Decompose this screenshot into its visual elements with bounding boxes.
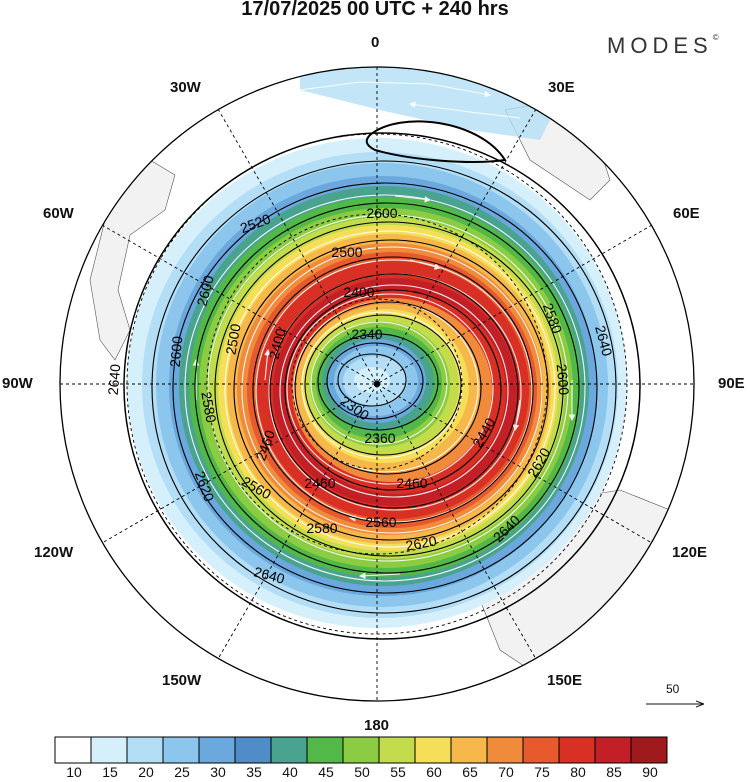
lon-label-120e: 120E — [672, 544, 708, 561]
map-boundary — [59, 66, 695, 702]
colorbar-swatch — [558, 736, 596, 764]
lon-label-30e: 30E — [548, 79, 575, 96]
contour-label: 2620 — [404, 532, 438, 553]
colorbar-tick-label: 50 — [354, 764, 370, 780]
colorbar — [54, 736, 668, 764]
contour-label: 2600 — [193, 273, 217, 307]
brand-name: MODES — [607, 33, 713, 58]
colorbar-swatch — [234, 736, 272, 764]
colorbar-swatch — [198, 736, 236, 764]
colorbar-tick-label: 60 — [426, 764, 442, 780]
colorbar-swatch — [342, 736, 380, 764]
colorbar-swatch — [378, 736, 416, 764]
lon-label-60e: 60E — [673, 205, 700, 222]
wind-streamlines — [184, 81, 586, 582]
contour-label: 2580 — [306, 520, 337, 536]
colorbar-tick-label: 10 — [66, 764, 82, 780]
contour-label: 2640 — [592, 324, 616, 358]
lon-label-90e: 90E — [718, 375, 745, 392]
colorbar-tick-label: 90 — [642, 764, 658, 780]
graticule — [60, 67, 694, 701]
lon-label-150w: 150W — [162, 672, 202, 689]
colorbar-swatch — [594, 736, 632, 764]
lon-label-60w: 60W — [43, 205, 74, 222]
lon-label-150e: 150E — [547, 672, 583, 689]
contour-label: 2400 — [265, 326, 289, 360]
contour-label: 2560 — [365, 514, 396, 530]
lon-label-0: 0 — [371, 34, 380, 51]
forecast-title: 17/07/2025 00 UTC + 240 hrs — [241, 0, 509, 20]
colorbar-tick-label: 70 — [498, 764, 514, 780]
contour-label: 2600 — [366, 205, 397, 221]
colorbar-swatch — [162, 736, 200, 764]
copyright-mark: © — [712, 33, 719, 42]
colorbar-swatch — [414, 736, 452, 764]
colorbar-tick-label: 35 — [246, 764, 262, 780]
colorbar-tick-label: 25 — [174, 764, 190, 780]
colorbar-tick-label: 30 — [210, 764, 226, 780]
lon-label-90w: 90W — [2, 375, 33, 392]
colorbar-tick-label: 65 — [462, 764, 478, 780]
contour-label: 2360 — [364, 430, 395, 446]
lon-label-120w: 120W — [34, 544, 74, 561]
contour-label: 2580 — [198, 390, 219, 424]
contour-label: 2640 — [105, 363, 124, 396]
colorbar-swatch — [522, 736, 560, 764]
lon-label-180: 180 — [364, 717, 390, 734]
colorbar-swatch — [450, 736, 488, 764]
contour-label: 2500 — [222, 322, 243, 356]
vector-reference-label: 50 — [666, 682, 680, 696]
colorbar-swatch — [90, 736, 128, 764]
colorbar-tick-label: 85 — [606, 764, 622, 780]
colorbar-swatch — [630, 736, 668, 764]
colorbar-swatch — [126, 736, 164, 764]
colorbar-swatch — [486, 736, 524, 764]
colorbar-tick-label: 40 — [282, 764, 298, 780]
colorbar-swatch — [54, 736, 92, 764]
colorbar-tick-label: 15 — [102, 764, 118, 780]
contour-label: 2600 — [167, 335, 186, 368]
contour-label: 2600 — [554, 363, 573, 396]
geopotential-contours — [123, 120, 641, 640]
modes-logo: MODES© — [607, 33, 719, 59]
contour-label: 2500 — [331, 244, 362, 260]
colorbar-tick-label: 45 — [318, 764, 334, 780]
colorbar-tick-label: 20 — [138, 764, 154, 780]
colorbar-tick-label: 80 — [570, 764, 586, 780]
contour-label: 2460 — [396, 475, 427, 491]
colorbar-swatch — [306, 736, 344, 764]
lon-label-30w: 30W — [170, 79, 201, 96]
contour-label: 2340 — [351, 326, 382, 342]
contour-label: 2400 — [343, 284, 374, 300]
contour-label: 2460 — [304, 475, 335, 491]
colorbar-swatch — [270, 736, 308, 764]
colorbar-tick-label: 55 — [390, 764, 406, 780]
colorbar-tick-label: 75 — [534, 764, 550, 780]
south-pole-marker — [374, 381, 380, 387]
contour-label: 2640 — [252, 563, 286, 587]
